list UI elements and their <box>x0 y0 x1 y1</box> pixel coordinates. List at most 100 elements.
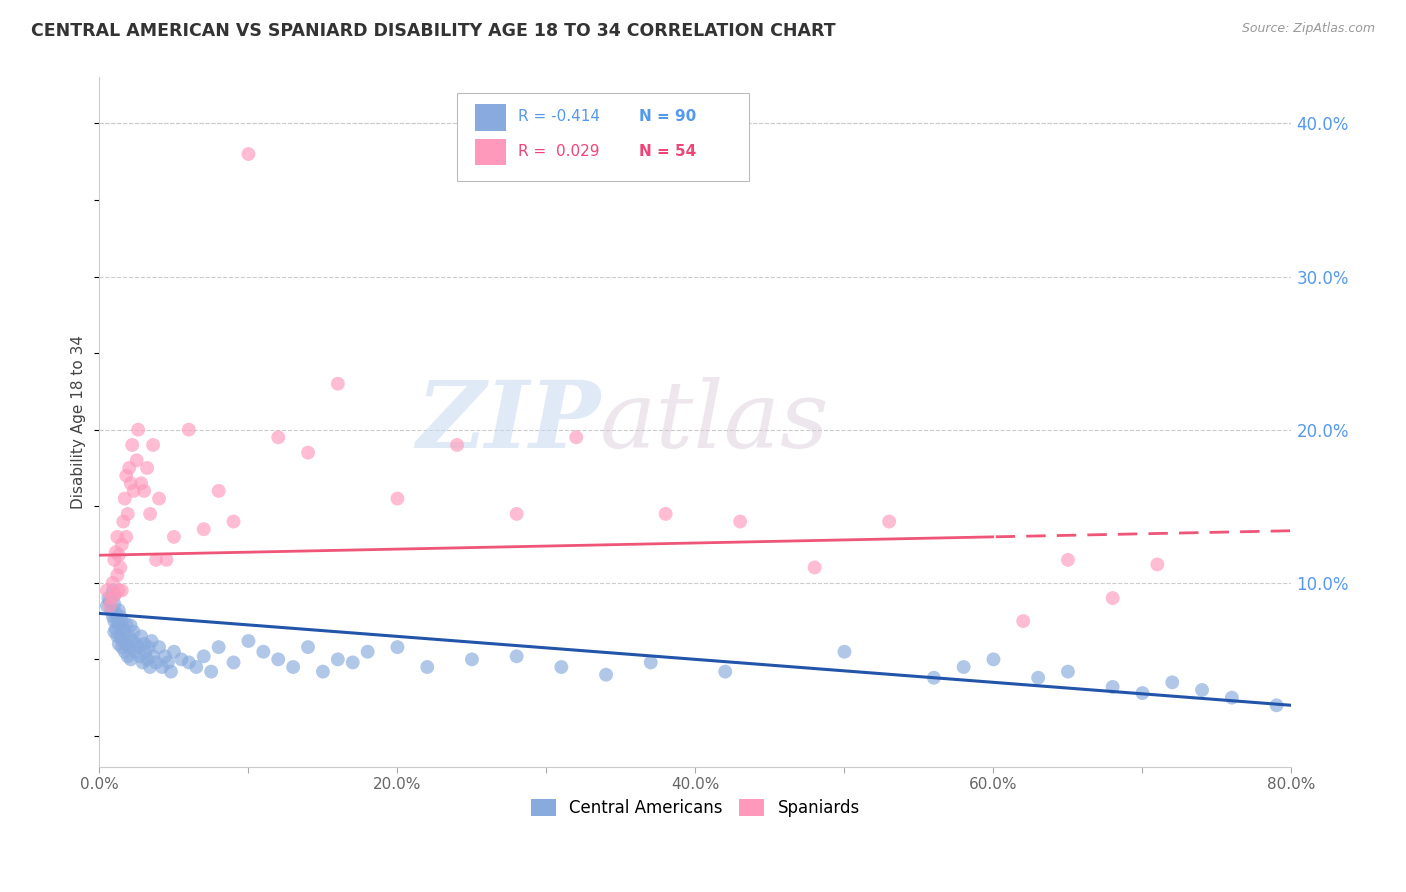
Point <box>114 491 136 506</box>
Point <box>129 629 152 643</box>
Point <box>105 629 128 643</box>
Point <box>97 591 120 606</box>
Point <box>1026 671 1049 685</box>
Point <box>155 553 177 567</box>
Point <box>163 645 186 659</box>
Point <box>98 594 121 608</box>
Point <box>163 530 186 544</box>
Point <box>124 645 146 659</box>
Point <box>101 609 124 624</box>
Point <box>565 430 588 444</box>
Point <box>141 634 163 648</box>
Point <box>122 483 145 498</box>
Point <box>148 491 170 506</box>
Point <box>139 660 162 674</box>
Point <box>148 640 170 654</box>
Point <box>803 560 825 574</box>
Point <box>238 634 260 648</box>
Point <box>142 438 165 452</box>
Point <box>105 568 128 582</box>
Point <box>145 656 167 670</box>
Point <box>145 553 167 567</box>
Point <box>193 522 215 536</box>
Point <box>297 445 319 459</box>
Point <box>118 629 141 643</box>
Point <box>107 637 129 651</box>
Point <box>193 649 215 664</box>
Point <box>139 507 162 521</box>
Point <box>110 609 132 624</box>
Point <box>120 618 142 632</box>
Point <box>111 537 134 551</box>
Point <box>96 599 118 613</box>
Point <box>550 660 572 674</box>
Point <box>252 645 274 659</box>
Point <box>595 667 617 681</box>
Point <box>117 649 139 664</box>
Point <box>111 614 134 628</box>
Point <box>186 660 208 674</box>
Point <box>107 583 129 598</box>
Point <box>1057 665 1080 679</box>
Point <box>160 665 183 679</box>
Point <box>1101 591 1123 606</box>
Point <box>356 645 378 659</box>
Point <box>505 507 527 521</box>
Text: R = -0.414: R = -0.414 <box>517 109 600 124</box>
Point <box>107 603 129 617</box>
Point <box>134 483 156 498</box>
Point <box>103 588 125 602</box>
Point <box>238 147 260 161</box>
Point <box>120 476 142 491</box>
Point <box>115 637 138 651</box>
Point <box>983 652 1005 666</box>
Point <box>1012 614 1035 628</box>
Point <box>208 640 231 654</box>
Point <box>101 583 124 598</box>
Point <box>1161 675 1184 690</box>
Point <box>267 652 290 666</box>
FancyBboxPatch shape <box>475 104 506 130</box>
Point <box>952 660 974 674</box>
Point <box>135 645 157 659</box>
Point <box>115 617 138 632</box>
Point <box>156 656 179 670</box>
Point <box>342 656 364 670</box>
Point <box>112 515 135 529</box>
Point <box>640 656 662 670</box>
Point <box>122 624 145 639</box>
Point <box>312 665 335 679</box>
Point <box>107 618 129 632</box>
Point <box>100 603 122 617</box>
Point <box>922 671 945 685</box>
Point <box>1057 553 1080 567</box>
Point <box>110 629 132 643</box>
Point <box>127 423 149 437</box>
Point <box>105 530 128 544</box>
Point <box>877 515 900 529</box>
Point <box>118 640 141 654</box>
Point <box>112 622 135 636</box>
Point <box>103 624 125 639</box>
Legend: Central Americans, Spaniards: Central Americans, Spaniards <box>524 792 866 823</box>
Point <box>170 652 193 666</box>
Point <box>115 468 138 483</box>
Point <box>114 645 136 659</box>
Point <box>120 652 142 666</box>
Point <box>1265 698 1288 713</box>
FancyBboxPatch shape <box>475 139 506 165</box>
Point <box>150 660 173 674</box>
Point <box>1132 686 1154 700</box>
Point <box>387 491 409 506</box>
Point <box>461 652 484 666</box>
Point <box>117 507 139 521</box>
Point <box>326 376 349 391</box>
Point <box>222 656 245 670</box>
Point <box>103 553 125 567</box>
Point <box>153 649 176 664</box>
Point <box>118 461 141 475</box>
Point <box>177 656 200 670</box>
Point <box>104 607 127 621</box>
Point <box>103 588 125 602</box>
Point <box>127 640 149 654</box>
